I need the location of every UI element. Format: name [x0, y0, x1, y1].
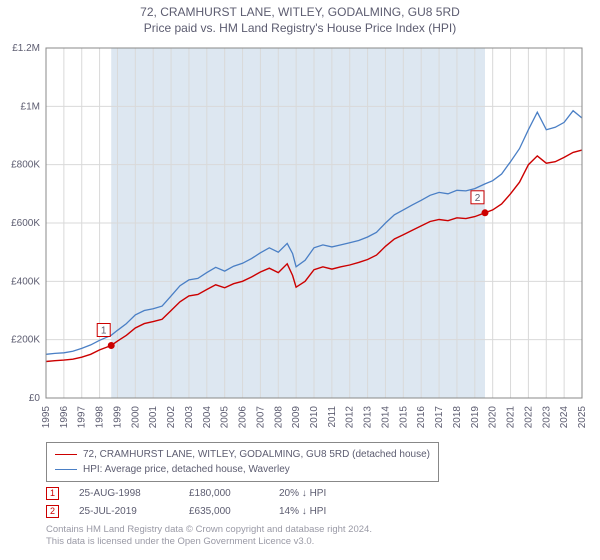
- chart-area: £0£200K£400K£600K£800K£1M£1.2M1995199619…: [46, 48, 582, 398]
- svg-text:2009: 2009: [291, 406, 302, 429]
- svg-text:£1M: £1M: [21, 101, 40, 112]
- svg-text:2019: 2019: [470, 406, 481, 429]
- svg-text:1999: 1999: [112, 406, 123, 429]
- svg-text:£1.2M: £1.2M: [12, 43, 40, 54]
- legend-row: HPI: Average price, detached house, Wave…: [55, 462, 430, 477]
- svg-text:2013: 2013: [363, 406, 374, 429]
- svg-text:2017: 2017: [434, 406, 445, 429]
- svg-text:2021: 2021: [506, 406, 517, 429]
- svg-text:2024: 2024: [559, 406, 570, 429]
- sale-marker-icon: 2: [46, 505, 59, 518]
- svg-text:£600K: £600K: [11, 218, 40, 229]
- chart-container: 72, CRAMHURST LANE, WITLEY, GODALMING, G…: [0, 0, 600, 560]
- svg-text:1997: 1997: [77, 406, 88, 429]
- title-line1: 72, CRAMHURST LANE, WITLEY, GODALMING, G…: [0, 4, 600, 20]
- svg-text:2025: 2025: [577, 406, 588, 429]
- svg-text:£800K: £800K: [11, 160, 40, 171]
- svg-text:£0: £0: [29, 393, 41, 404]
- title-line2: Price paid vs. HM Land Registry's House …: [0, 20, 600, 36]
- svg-text:2020: 2020: [488, 406, 499, 429]
- svg-text:1: 1: [101, 326, 107, 337]
- legend-swatch-0: [55, 454, 77, 455]
- footer: Contains HM Land Registry data © Crown c…: [46, 524, 372, 549]
- sale-row: 1 25-AUG-1998 £180,000 20% ↓ HPI: [46, 484, 369, 502]
- svg-text:2008: 2008: [273, 406, 284, 429]
- svg-text:2007: 2007: [255, 406, 266, 429]
- footer-line1: Contains HM Land Registry data © Crown c…: [46, 524, 372, 536]
- svg-text:2014: 2014: [380, 406, 391, 429]
- sale-price: £635,000: [189, 506, 259, 517]
- svg-text:2015: 2015: [398, 406, 409, 429]
- legend-row: 72, CRAMHURST LANE, WITLEY, GODALMING, G…: [55, 447, 430, 462]
- legend: 72, CRAMHURST LANE, WITLEY, GODALMING, G…: [46, 442, 439, 482]
- svg-text:2016: 2016: [416, 406, 427, 429]
- svg-text:£400K: £400K: [11, 276, 40, 287]
- svg-text:1996: 1996: [59, 406, 70, 429]
- svg-text:2006: 2006: [238, 406, 249, 429]
- sale-date: 25-JUL-2019: [79, 506, 169, 517]
- footer-line2: This data is licensed under the Open Gov…: [46, 536, 372, 548]
- title-block: 72, CRAMHURST LANE, WITLEY, GODALMING, G…: [0, 0, 600, 36]
- legend-label-0: 72, CRAMHURST LANE, WITLEY, GODALMING, G…: [83, 447, 430, 462]
- legend-swatch-1: [55, 469, 77, 470]
- svg-text:2003: 2003: [184, 406, 195, 429]
- svg-text:2001: 2001: [148, 406, 159, 429]
- svg-text:2005: 2005: [220, 406, 231, 429]
- svg-text:2010: 2010: [309, 406, 320, 429]
- svg-text:2002: 2002: [166, 406, 177, 429]
- sale-row: 2 25-JUL-2019 £635,000 14% ↓ HPI: [46, 502, 369, 520]
- svg-text:2: 2: [475, 193, 481, 204]
- sale-pct: 14% ↓ HPI: [279, 506, 369, 517]
- sale-table: 1 25-AUG-1998 £180,000 20% ↓ HPI 2 25-JU…: [46, 484, 369, 520]
- svg-text:2012: 2012: [345, 406, 356, 429]
- sale-pct: 20% ↓ HPI: [279, 488, 369, 499]
- sale-date: 25-AUG-1998: [79, 488, 169, 499]
- svg-text:2000: 2000: [130, 406, 141, 429]
- legend-label-1: HPI: Average price, detached house, Wave…: [83, 462, 290, 477]
- sale-price: £180,000: [189, 488, 259, 499]
- plot-svg: £0£200K£400K£600K£800K£1M£1.2M1995199619…: [46, 48, 582, 448]
- svg-text:2022: 2022: [523, 406, 534, 429]
- svg-text:£200K: £200K: [11, 335, 40, 346]
- sale-marker-icon: 1: [46, 487, 59, 500]
- svg-text:2018: 2018: [452, 406, 463, 429]
- svg-text:2023: 2023: [541, 406, 552, 429]
- svg-text:1995: 1995: [41, 406, 52, 429]
- svg-text:2004: 2004: [202, 406, 213, 429]
- svg-text:1998: 1998: [95, 406, 106, 429]
- svg-text:2011: 2011: [327, 406, 338, 428]
